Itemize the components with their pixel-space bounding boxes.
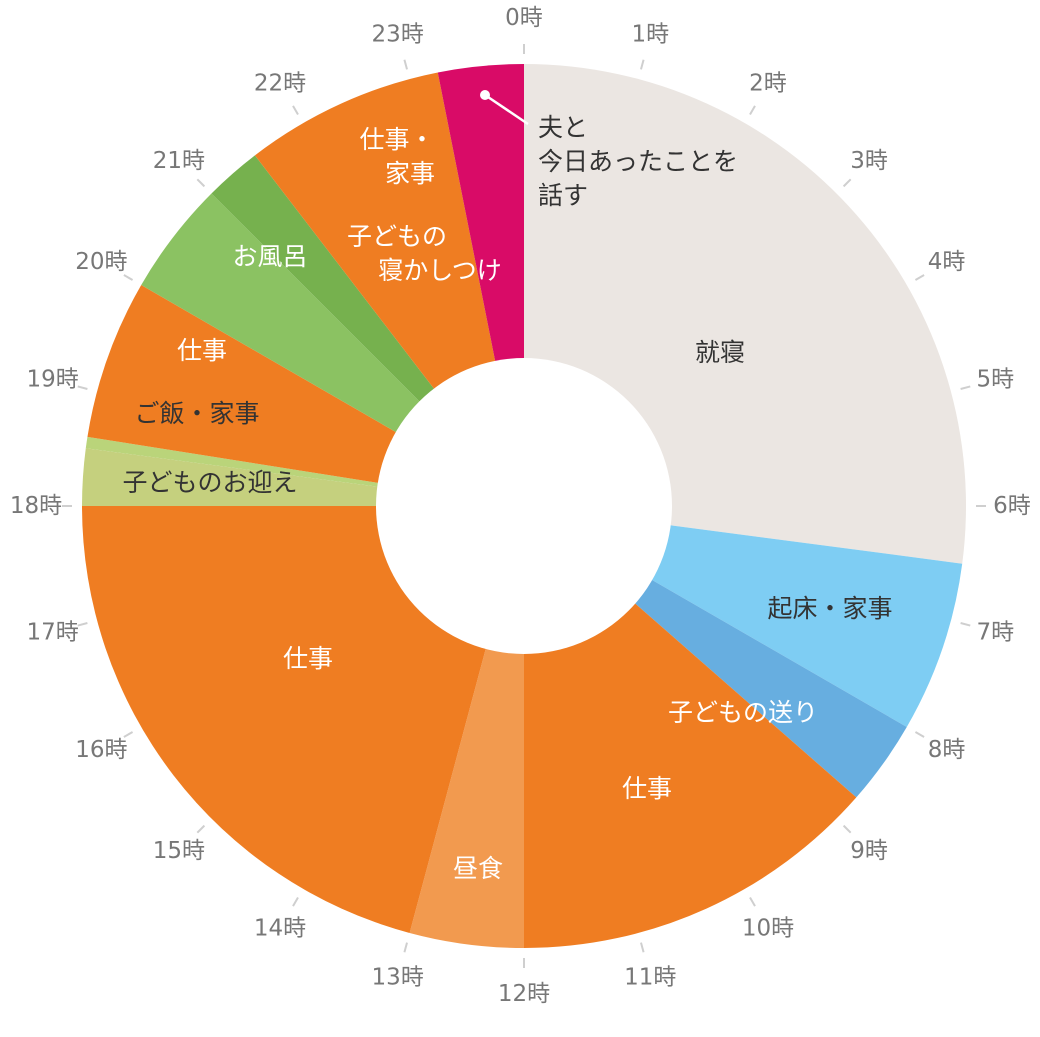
hour-label-2: 2時 — [749, 70, 787, 96]
hour-tick-11 — [640, 942, 645, 953]
slice-label-3: 仕事 — [622, 774, 672, 803]
hour-label-11: 11時 — [624, 964, 676, 990]
slice-label-7-line-0: ご飯・家事 — [134, 399, 259, 428]
slice-label-1: 起床・家事 — [767, 594, 892, 623]
hour-label-22: 22時 — [254, 70, 306, 96]
hour-label-23: 23時 — [372, 22, 424, 48]
hour-label-17: 17時 — [26, 619, 78, 645]
slice-label-3-line-0: 仕事 — [622, 774, 672, 803]
slice-label-8-line-0: 仕事 — [177, 336, 227, 365]
slice-labels-group: 就寝起床・家事子どもの送り仕事昼食仕事子どものお迎えご飯・家事仕事お風呂子どもの… — [122, 113, 892, 883]
slice-label-8: 仕事 — [177, 336, 227, 365]
hour-labels-group: 0時 1時 2時 3時 4時 5時 6時 7時 8時 9時 10時 11時 12時 13時 14時 15時 16… — [10, 5, 1031, 1007]
slice-label-11-line-0: 仕事・ — [359, 125, 434, 154]
slice-label-5: 仕事 — [283, 644, 333, 673]
hour-tick-1 — [640, 59, 645, 70]
slice-label-12: 夫と今日あったことを話す — [538, 113, 738, 210]
slice-label-0-line-0: 就寝 — [695, 338, 745, 367]
hour-tick-7 — [960, 622, 971, 627]
hour-label-9: 9時 — [850, 838, 888, 864]
hour-tick-4 — [914, 274, 925, 281]
hour-tick-9 — [842, 824, 852, 834]
hour-label-21: 21時 — [153, 148, 205, 174]
hour-label-0: 0時 — [505, 5, 543, 31]
hour-label-6: 6時 — [993, 493, 1031, 519]
slice-label-11: 仕事・家事 — [359, 125, 435, 188]
hour-label-8: 8時 — [928, 737, 966, 763]
slice-label-6-line-0: 子どものお迎え — [122, 468, 297, 497]
hour-tick-5 — [960, 385, 971, 390]
slice-label-0: 就寝 — [695, 338, 745, 367]
hour-label-7: 7時 — [977, 619, 1015, 645]
hour-tick-23 — [403, 59, 408, 70]
hour-tick-19 — [77, 385, 88, 390]
slice-label-4: 昼食 — [453, 854, 503, 883]
hour-ticks-group — [62, 44, 986, 968]
hour-tick-3 — [842, 178, 852, 188]
slice-label-12-line-0: 夫と — [538, 113, 588, 142]
slice-label-12-line-1: 今日あったことを — [538, 147, 738, 176]
slice-label-9-line-0: お風呂 — [232, 242, 307, 271]
slice-label-6: 子どものお迎え — [122, 468, 297, 497]
slice-5 — [82, 506, 524, 933]
hour-label-18: 18時 — [10, 493, 62, 519]
slice-label-1-line-0: 起床・家事 — [767, 594, 892, 623]
hour-label-5: 5時 — [977, 367, 1015, 393]
slice-label-10-line-1: 寝かしつけ — [378, 256, 502, 285]
hour-label-15: 15時 — [153, 838, 205, 864]
hour-tick-10 — [749, 896, 756, 907]
slice-label-5-line-0: 仕事 — [283, 644, 333, 673]
hour-label-20: 20時 — [75, 249, 127, 275]
slice-label-10-line-0: 子どもの — [347, 222, 447, 251]
callout-line — [484, 93, 529, 126]
hour-tick-2 — [749, 105, 756, 116]
hour-label-4: 4時 — [928, 249, 966, 275]
hour-label-13: 13時 — [372, 964, 424, 990]
hour-tick-17 — [77, 622, 88, 627]
hour-tick-13 — [403, 942, 408, 953]
hour-tick-20 — [123, 274, 134, 281]
hour-label-14: 14時 — [254, 916, 306, 942]
slice-label-4-line-0: 昼食 — [453, 854, 503, 883]
callout-group — [480, 90, 529, 126]
hour-tick-14 — [292, 896, 299, 907]
slice-label-7: ご飯・家事 — [134, 399, 259, 428]
hour-label-12: 12時 — [498, 981, 550, 1007]
hour-tick-15 — [196, 824, 206, 834]
hour-label-10: 10時 — [742, 916, 794, 942]
slice-label-9: お風呂 — [232, 242, 307, 271]
hour-label-19: 19時 — [26, 367, 78, 393]
hour-label-3: 3時 — [850, 148, 888, 174]
slice-label-11-line-1: 家事 — [385, 159, 435, 188]
hour-tick-22 — [292, 105, 299, 116]
hour-tick-21 — [196, 178, 206, 188]
hour-tick-16 — [123, 731, 134, 738]
hour-tick-8 — [914, 731, 925, 738]
donut-hole — [376, 358, 672, 654]
hour-label-16: 16時 — [75, 737, 127, 763]
slice-label-2: 子どもの送り — [668, 698, 818, 727]
hour-label-1: 1時 — [631, 22, 669, 48]
slice-label-2-line-0: 子どもの送り — [668, 698, 818, 727]
slice-label-10: 子どもの寝かしつけ — [347, 222, 502, 285]
slice-label-12-line-2: 話す — [538, 181, 588, 210]
